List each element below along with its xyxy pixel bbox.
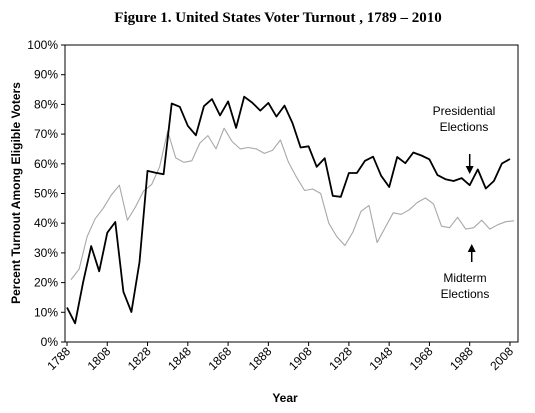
x-tick-label: 2008 bbox=[487, 344, 516, 373]
y-tick-label: 20% bbox=[34, 276, 58, 290]
annotation-midterm-label: Midterm Elections bbox=[441, 271, 490, 301]
chart-title: Figure 1. United States Voter Turnout , … bbox=[114, 10, 441, 26]
x-tick-label: 1948 bbox=[367, 344, 396, 373]
x-axis-title: Year bbox=[272, 391, 298, 405]
x-tick-label: 1988 bbox=[447, 344, 476, 373]
y-tick-label: 90% bbox=[34, 68, 58, 82]
midterm-arrow-head bbox=[467, 244, 476, 252]
midterm-line bbox=[70, 127, 515, 280]
y-tick-label: 60% bbox=[34, 157, 58, 171]
annotations: Presidential Elections Midterm Elections bbox=[433, 104, 496, 301]
presidential-arrow-head bbox=[465, 166, 474, 174]
x-tick-label: 1928 bbox=[326, 344, 355, 373]
x-tick-label: 1968 bbox=[407, 344, 436, 373]
y-tick-label: 100% bbox=[27, 38, 58, 52]
x-tick-label: 1828 bbox=[125, 344, 154, 373]
y-tick-label: 40% bbox=[34, 216, 58, 230]
y-tick-label: 0% bbox=[41, 335, 59, 349]
y-axis: 0% 10% 20% 30% 40% 50% 60% 70% 80% 90% 100% bbox=[27, 38, 65, 349]
presidential-line bbox=[66, 95, 511, 325]
x-axis: 1788 1808 1828 1848 1868 1888 1908 1928 1948 1968… bbox=[44, 342, 516, 373]
annotation-presidential-label: Presidential Elections bbox=[433, 104, 496, 134]
x-tick-label: 1808 bbox=[85, 344, 114, 373]
y-tick-label: 50% bbox=[34, 187, 58, 201]
x-tick-label: 1908 bbox=[286, 344, 315, 373]
x-tick-label: 1888 bbox=[246, 344, 275, 373]
y-tick-label: 10% bbox=[34, 305, 58, 319]
y-tick-label: 70% bbox=[34, 127, 58, 141]
y-tick-label: 80% bbox=[34, 97, 58, 111]
series-layer bbox=[66, 95, 515, 325]
x-tick-label: 1868 bbox=[205, 344, 234, 373]
y-axis-title: Percent Turnout Among Eligible Voters bbox=[9, 82, 23, 304]
y-tick-label: 30% bbox=[34, 246, 58, 260]
x-tick-label: 1848 bbox=[165, 344, 194, 373]
